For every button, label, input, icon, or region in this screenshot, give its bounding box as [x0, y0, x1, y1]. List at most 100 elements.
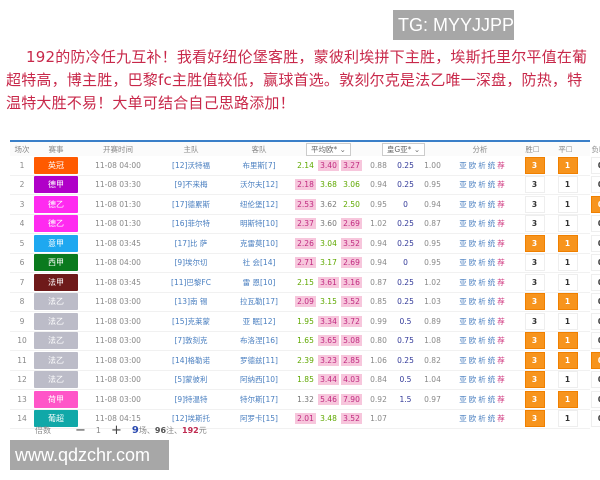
- analysis-link[interactable]: 欧: [468, 238, 477, 248]
- league-badge[interactable]: 法甲: [34, 273, 78, 291]
- pick-draw-button[interactable]: 1: [557, 234, 578, 252]
- analysis-link[interactable]: 亚: [459, 394, 467, 404]
- pick-draw-button[interactable]: 1: [557, 371, 578, 389]
- home-team[interactable]: [5]蒙彼利: [174, 375, 208, 385]
- pick-loss-button[interactable]: 0: [590, 371, 600, 389]
- analysis-link[interactable]: 统: [487, 375, 496, 385]
- analysis-link[interactable]: 亚: [459, 180, 467, 190]
- pick-loss-button[interactable]: 0: [590, 410, 600, 428]
- plus-button[interactable]: +: [111, 423, 122, 438]
- pick-draw-button[interactable]: 1: [557, 390, 578, 408]
- analysis-link[interactable]: 析: [478, 238, 486, 248]
- league-badge[interactable]: 法乙: [34, 293, 78, 311]
- pick-win-button[interactable]: 3: [524, 195, 545, 213]
- league-badge[interactable]: 法乙: [34, 351, 78, 369]
- analysis-link[interactable]: 欧: [468, 355, 477, 365]
- analysis-link[interactable]: 统: [487, 355, 496, 365]
- analysis-link[interactable]: 亚: [459, 414, 467, 424]
- away-team[interactable]: 明斯特[10]: [240, 219, 278, 229]
- away-team[interactable]: 罗德兹[11]: [240, 355, 278, 365]
- pick-win-button[interactable]: 3: [524, 293, 545, 311]
- analysis-link[interactable]: 荐: [497, 375, 505, 385]
- analysis-link[interactable]: 亚: [459, 160, 467, 170]
- analysis-link[interactable]: 统: [487, 316, 496, 326]
- pick-loss-button[interactable]: 0: [590, 215, 600, 233]
- analysis-link[interactable]: 析: [478, 355, 486, 365]
- analysis-link[interactable]: 统: [487, 297, 496, 307]
- analysis-link[interactable]: 荐: [497, 297, 505, 307]
- analysis-link[interactable]: 欧: [468, 258, 477, 268]
- analysis-link[interactable]: 荐: [497, 160, 505, 170]
- pick-loss-button[interactable]: 0: [590, 332, 600, 350]
- away-team[interactable]: 布里斯[7]: [242, 160, 276, 170]
- analysis-link[interactable]: 析: [478, 277, 486, 287]
- away-team[interactable]: 拉瓦勒[17]: [240, 297, 278, 307]
- analysis-link[interactable]: 欧: [468, 180, 477, 190]
- analysis-link[interactable]: 统: [487, 180, 496, 190]
- pick-draw-button[interactable]: 1: [557, 332, 578, 350]
- pick-loss-button[interactable]: 0: [590, 390, 600, 408]
- away-team[interactable]: 布洛涅[16]: [240, 336, 278, 346]
- analysis-link[interactable]: 统: [487, 238, 496, 248]
- home-team[interactable]: [17]比 萨: [174, 238, 208, 248]
- away-team[interactable]: 阿纳西[10]: [240, 375, 278, 385]
- analysis-link[interactable]: 荐: [497, 238, 505, 248]
- pick-draw-button[interactable]: 1: [557, 254, 578, 272]
- home-team[interactable]: [9]不来梅: [174, 180, 208, 190]
- analysis-link[interactable]: 亚: [459, 277, 467, 287]
- analysis-link[interactable]: 荐: [497, 258, 505, 268]
- away-team[interactable]: 亚 眠[12]: [242, 316, 276, 326]
- analysis-link[interactable]: 析: [478, 219, 486, 229]
- analysis-link[interactable]: 统: [487, 277, 496, 287]
- header-draw[interactable]: 平☐: [549, 144, 582, 155]
- checkbox-icon[interactable]: ☐: [565, 144, 573, 154]
- home-team[interactable]: [16]菲尔特: [172, 219, 210, 229]
- analysis-link[interactable]: 析: [478, 180, 486, 190]
- analysis-link[interactable]: 亚: [459, 355, 467, 365]
- pick-loss-button[interactable]: 0: [590, 254, 600, 272]
- analysis-link[interactable]: 析: [478, 414, 486, 424]
- league-badge[interactable]: 荷甲: [34, 390, 78, 408]
- home-team[interactable]: [17]德累斯: [172, 199, 210, 209]
- pick-win-button[interactable]: 3: [524, 410, 545, 428]
- pick-draw-button[interactable]: 1: [557, 351, 578, 369]
- analysis-link[interactable]: 亚: [459, 219, 467, 229]
- pick-win-button[interactable]: 3: [524, 390, 545, 408]
- analysis-link[interactable]: 析: [478, 258, 486, 268]
- pick-loss-button[interactable]: 0: [590, 176, 600, 194]
- handicap-select[interactable]: 皇G亚* ⌄: [381, 142, 426, 156]
- pick-loss-button[interactable]: 0: [590, 293, 600, 311]
- pick-win-button[interactable]: 3: [524, 371, 545, 389]
- analysis-link[interactable]: 荐: [497, 199, 505, 209]
- league-badge[interactable]: 法乙: [34, 371, 78, 389]
- pick-draw-button[interactable]: 1: [557, 215, 578, 233]
- analysis-link[interactable]: 亚: [459, 336, 467, 346]
- analysis-link[interactable]: 亚: [459, 238, 467, 248]
- pick-loss-button[interactable]: 0: [590, 273, 600, 291]
- away-team[interactable]: 阿罗卡[15]: [240, 414, 278, 424]
- analysis-link[interactable]: 亚: [459, 316, 467, 326]
- pick-win-button[interactable]: 3: [524, 254, 545, 272]
- pick-draw-button[interactable]: 1: [557, 176, 578, 194]
- pick-draw-button[interactable]: 1: [557, 312, 578, 330]
- analysis-link[interactable]: 析: [478, 160, 486, 170]
- analysis-link[interactable]: 荐: [497, 316, 505, 326]
- home-team[interactable]: [9]特温特: [174, 394, 208, 404]
- league-badge[interactable]: 法乙: [34, 332, 78, 350]
- pick-win-button[interactable]: 3: [524, 215, 545, 233]
- analysis-link[interactable]: 荐: [497, 219, 505, 229]
- pick-win-button[interactable]: 3: [524, 176, 545, 194]
- away-team[interactable]: 纽伦堡[12]: [240, 199, 278, 209]
- analysis-link[interactable]: 亚: [459, 199, 467, 209]
- analysis-link[interactable]: 荐: [497, 336, 505, 346]
- analysis-link[interactable]: 欧: [468, 277, 477, 287]
- away-team[interactable]: 社 会[14]: [242, 258, 276, 268]
- analysis-link[interactable]: 亚: [459, 258, 467, 268]
- league-badge[interactable]: 德乙: [34, 195, 78, 213]
- away-team[interactable]: 克雷莫[10]: [240, 238, 278, 248]
- multiplier-input[interactable]: 1: [95, 426, 101, 435]
- pick-win-button[interactable]: 3: [524, 332, 545, 350]
- analysis-link[interactable]: 欧: [468, 375, 477, 385]
- pick-draw-button[interactable]: 1: [557, 195, 578, 213]
- analysis-link[interactable]: 欧: [468, 394, 477, 404]
